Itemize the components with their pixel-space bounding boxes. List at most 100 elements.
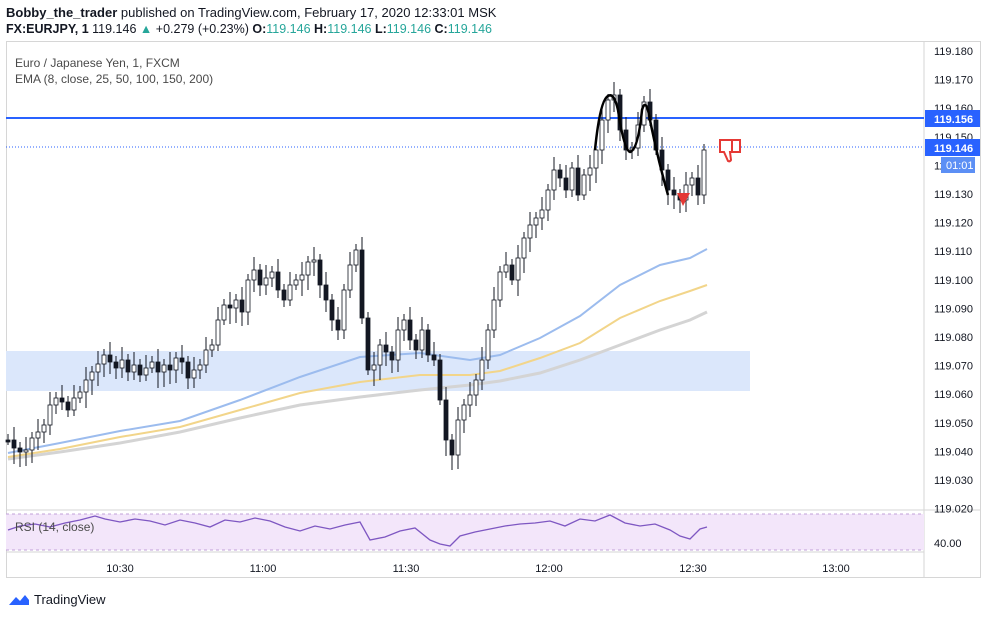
open-value: 119.146	[266, 22, 311, 36]
last-price-badge	[925, 139, 980, 156]
brand-name: TradingView	[34, 592, 106, 607]
author-name[interactable]: Bobby_the_trader	[6, 5, 118, 20]
candle-body	[59, 397, 65, 403]
candle-body	[473, 379, 479, 396]
candle-body	[509, 264, 515, 281]
time-tick-label: 11:00	[250, 563, 277, 575]
low-label: L:	[374, 22, 387, 36]
candle-body	[431, 354, 437, 361]
high-label: H:	[314, 22, 328, 36]
candle-body	[29, 437, 35, 451]
rsi-line	[7, 514, 708, 547]
candle-body	[377, 344, 383, 366]
symbol-bar: FX:EURJPY, 1 119.146 ▲ +0.279 (+0.23%) O…	[6, 22, 492, 36]
candle-body	[401, 319, 407, 331]
candle-body	[23, 449, 29, 453]
candle-body	[443, 399, 449, 441]
last-price: 119.146	[92, 22, 137, 36]
candle-body	[383, 344, 389, 353]
rsi-legend[interactable]: RSI (14, close)	[15, 520, 95, 534]
candle-body	[251, 269, 257, 281]
candle-body	[599, 119, 605, 151]
candle-body	[125, 359, 131, 373]
candle-body	[533, 217, 539, 226]
candle-body	[65, 401, 71, 411]
candle-body	[221, 304, 227, 321]
candle-body	[17, 447, 23, 453]
candle-body	[275, 271, 281, 291]
down-arrow-icon	[677, 193, 690, 206]
candle-body	[341, 289, 347, 331]
up-arrow-icon: ▲	[139, 22, 153, 36]
thumbs-down-icon[interactable]	[719, 139, 741, 163]
chart-frame	[6, 41, 981, 578]
candle-body	[347, 264, 353, 291]
price-tick-label: 119.020	[934, 504, 973, 516]
candle-body	[665, 169, 671, 191]
instrument-legend[interactable]: Euro / Japanese Yen, 1, FXCM	[15, 56, 180, 70]
candle-body	[389, 351, 395, 361]
candle-body	[191, 369, 197, 379]
open-label: O:	[252, 22, 267, 36]
candle-body	[35, 431, 41, 439]
time-tick-label: 11:30	[393, 563, 420, 575]
candle-body	[107, 354, 113, 363]
time-tick-label: 13:00	[822, 563, 850, 575]
candle-body	[167, 364, 173, 371]
candle-body	[53, 397, 59, 406]
candle-body	[605, 99, 611, 121]
candle-body	[173, 357, 179, 371]
candle-body	[407, 319, 413, 341]
candle-body	[185, 361, 191, 379]
candle-body	[209, 344, 215, 351]
price-tick-label: 119.050	[934, 418, 973, 430]
candle-body	[287, 284, 293, 301]
candle-body	[311, 259, 317, 263]
candle-body	[485, 329, 491, 361]
footer-brand[interactable]: TradingView	[8, 592, 106, 607]
candle-body	[131, 364, 137, 373]
candle-body	[527, 224, 533, 239]
close-label: C:	[434, 22, 448, 36]
rsi-tick-label: 40.00	[934, 538, 962, 550]
candle-body	[317, 259, 323, 286]
candle-body	[11, 439, 17, 449]
ema-legend[interactable]: EMA (8, close, 25, 50, 100, 150, 200)	[15, 72, 214, 86]
close-value: 119.146	[447, 22, 492, 36]
price-tick-label: 119.100	[934, 275, 973, 287]
high-value: 119.146	[327, 22, 372, 36]
price-tick-label: 119.080	[934, 332, 973, 344]
candle-body	[263, 277, 269, 286]
candle-body	[359, 249, 365, 319]
candle-body	[371, 364, 377, 371]
candle-body	[569, 167, 575, 191]
double-top-drawing[interactable]	[593, 94, 670, 196]
candle-body	[269, 271, 275, 279]
symbol-name[interactable]: FX:EURJPY, 1	[6, 22, 89, 36]
candle-body	[461, 404, 467, 421]
candle-body	[5, 439, 11, 443]
candle-body	[467, 394, 473, 406]
candle-body	[563, 177, 569, 191]
candle-body	[497, 271, 503, 301]
level-price-label: 119.156	[934, 114, 973, 126]
candle-body	[113, 361, 119, 369]
countdown-badge	[941, 157, 975, 173]
candle-body	[149, 361, 155, 369]
published-text: published on TradingView.com, February 1…	[120, 5, 497, 20]
ema-mid-line	[7, 284, 708, 458]
price-tick-label: 119.110	[934, 246, 972, 258]
candle-body	[161, 364, 167, 373]
candle-body	[197, 364, 203, 371]
price-tick-label: 119.090	[934, 303, 973, 315]
candle-body	[545, 189, 551, 211]
candle-body	[413, 339, 419, 351]
candle-body	[215, 319, 221, 346]
candle-body	[71, 397, 77, 411]
candle-body	[299, 274, 305, 281]
price-tick-label: 119.170	[934, 75, 973, 87]
candle-body	[365, 317, 371, 371]
candle-body	[77, 391, 83, 399]
candle-body	[137, 364, 143, 376]
